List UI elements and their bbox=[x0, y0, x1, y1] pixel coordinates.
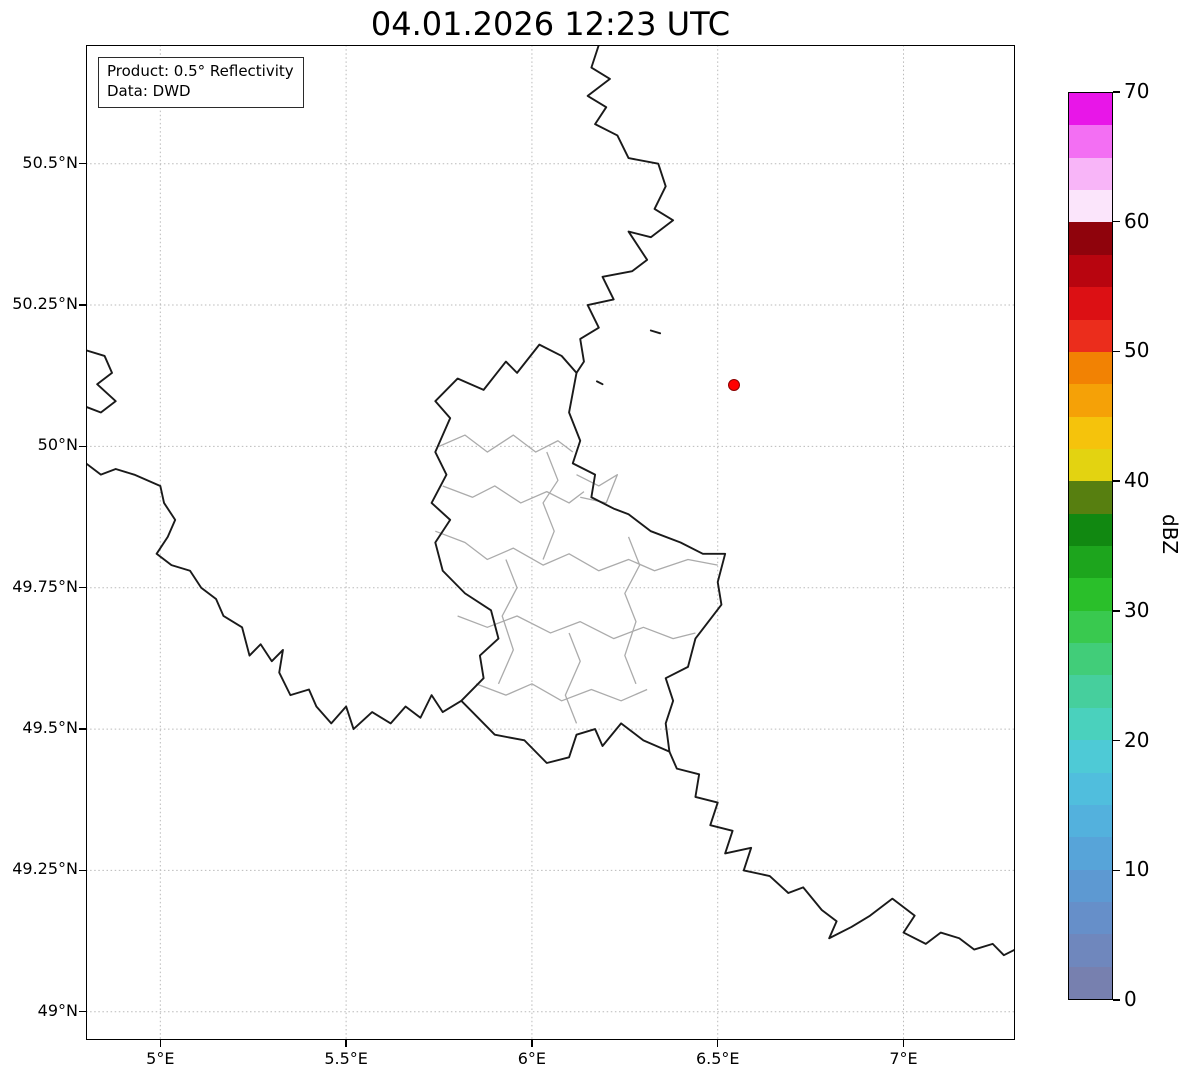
colorbar-band bbox=[1069, 772, 1112, 805]
y-tick-mark bbox=[79, 587, 86, 589]
colorbar-band bbox=[1069, 804, 1112, 838]
colorbar-tick-label: 40 bbox=[1124, 468, 1150, 493]
y-tick-label: 49.5°N bbox=[22, 718, 78, 738]
colorbar-band bbox=[1069, 384, 1112, 417]
colorbar-band bbox=[1069, 675, 1112, 708]
border-enclave-fragment-2 bbox=[597, 381, 603, 384]
colorbar-gradient bbox=[1069, 93, 1112, 1000]
x-tick-mark bbox=[345, 1040, 347, 1047]
colorbar-tick-mark bbox=[1113, 350, 1120, 353]
colorbar-band bbox=[1069, 643, 1112, 676]
y-tick-label: 50°N bbox=[37, 435, 78, 455]
colorbar-band bbox=[1069, 157, 1112, 191]
y-tick-label: 49°N bbox=[37, 1000, 78, 1020]
colorbar-band bbox=[1069, 707, 1112, 741]
x-tick-label: 6°E bbox=[517, 1049, 547, 1068]
district-border-line bbox=[625, 537, 640, 684]
colorbar-band bbox=[1069, 319, 1112, 352]
border-france-germany bbox=[669, 752, 1015, 956]
product-info-box: Product: 0.5° Reflectivity Data: DWD bbox=[98, 57, 304, 108]
y-tick-label: 49.75°N bbox=[12, 576, 78, 596]
data-source-label: Data: DWD bbox=[107, 82, 191, 101]
border-enclave-fragment-1 bbox=[651, 330, 660, 333]
district-border-line bbox=[458, 616, 696, 639]
x-tick-label: 5°E bbox=[146, 1049, 175, 1068]
colorbar-tick-label: 70 bbox=[1124, 79, 1150, 103]
colorbar-tick-label: 0 bbox=[1124, 987, 1137, 1011]
x-tick-label: 6.5°E bbox=[695, 1049, 740, 1068]
colorbar-tick-mark bbox=[1113, 221, 1120, 223]
y-tick-mark bbox=[79, 163, 86, 165]
colorbar-band bbox=[1069, 287, 1112, 320]
district-border-line bbox=[498, 559, 517, 683]
product-label: Product: 0.5° Reflectivity bbox=[107, 62, 294, 80]
colorbar bbox=[1068, 92, 1113, 1000]
district-border-line bbox=[476, 684, 647, 701]
x-tick-mark bbox=[531, 1040, 533, 1047]
figure-title: 04.01.2026 12:23 UTC bbox=[370, 5, 731, 43]
colorbar-band bbox=[1069, 448, 1112, 482]
colorbar-band bbox=[1069, 740, 1112, 773]
colorbar-tick-mark bbox=[1113, 480, 1120, 482]
y-tick-label: 49.25°N bbox=[12, 859, 78, 879]
colorbar-band bbox=[1069, 837, 1112, 870]
colorbar-band bbox=[1069, 351, 1112, 385]
y-tick-mark bbox=[79, 445, 86, 448]
district-border-line bbox=[565, 633, 580, 723]
colorbar-tick-label: 30 bbox=[1124, 597, 1150, 622]
y-tick-label: 50.5°N bbox=[22, 152, 78, 172]
y-tick-mark bbox=[79, 1011, 86, 1013]
colorbar-band bbox=[1069, 966, 1112, 1000]
colorbar-band bbox=[1069, 610, 1112, 644]
y-tick-mark bbox=[79, 869, 86, 872]
y-tick-mark bbox=[79, 304, 86, 306]
y-tick-label: 50.25°N bbox=[12, 294, 78, 314]
x-tick-mark bbox=[902, 1040, 905, 1047]
x-tick-mark bbox=[717, 1040, 719, 1047]
x-tick-label: 5.5°E bbox=[324, 1049, 368, 1068]
colorbar-band bbox=[1069, 125, 1112, 158]
colorbar-band bbox=[1069, 416, 1112, 449]
colorbar-tick-mark bbox=[1113, 91, 1120, 93]
colorbar-tick-mark bbox=[1113, 739, 1120, 742]
map-borders bbox=[86, 45, 1015, 1040]
colorbar-tick-mark bbox=[1113, 610, 1120, 612]
radar-site-marker bbox=[727, 379, 740, 392]
colorbar-band bbox=[1069, 190, 1112, 223]
luxembourg-district-borders bbox=[435, 435, 717, 723]
colorbar-band bbox=[1069, 254, 1112, 288]
country-borders bbox=[86, 45, 1015, 955]
colorbar-band bbox=[1069, 578, 1112, 611]
x-tick-label: 7°E bbox=[889, 1049, 918, 1068]
district-border-line bbox=[443, 486, 584, 503]
district-border-line bbox=[543, 452, 558, 559]
colorbar-band bbox=[1069, 93, 1112, 126]
colorbar-tick-label: 20 bbox=[1124, 727, 1150, 752]
border-france-belgium-fragment bbox=[86, 350, 116, 412]
colorbar-tick-mark bbox=[1113, 869, 1120, 871]
colorbar-band bbox=[1069, 546, 1112, 579]
district-border-line bbox=[439, 435, 573, 452]
colorbar-band bbox=[1069, 934, 1112, 967]
colorbar-tick-label: 10 bbox=[1124, 857, 1150, 882]
colorbar-band bbox=[1069, 901, 1112, 935]
border-belgium-germany bbox=[577, 45, 674, 373]
y-tick-mark bbox=[79, 728, 86, 730]
colorbar-band bbox=[1069, 869, 1112, 902]
colorbar-tick-label: 60 bbox=[1124, 208, 1150, 233]
x-tick-mark bbox=[159, 1040, 161, 1047]
border-france-belgium bbox=[86, 463, 461, 729]
colorbar-band bbox=[1069, 222, 1112, 255]
gridlines bbox=[86, 45, 1015, 1040]
border-luxembourg bbox=[432, 345, 726, 763]
colorbar-title: dBZ bbox=[1158, 514, 1182, 555]
colorbar-tick-mark bbox=[1113, 999, 1120, 1001]
colorbar-tick-label: 50 bbox=[1124, 338, 1150, 363]
colorbar-band bbox=[1069, 513, 1112, 547]
colorbar-band bbox=[1069, 481, 1112, 514]
district-border-line bbox=[577, 475, 618, 503]
district-border-line bbox=[435, 531, 717, 571]
